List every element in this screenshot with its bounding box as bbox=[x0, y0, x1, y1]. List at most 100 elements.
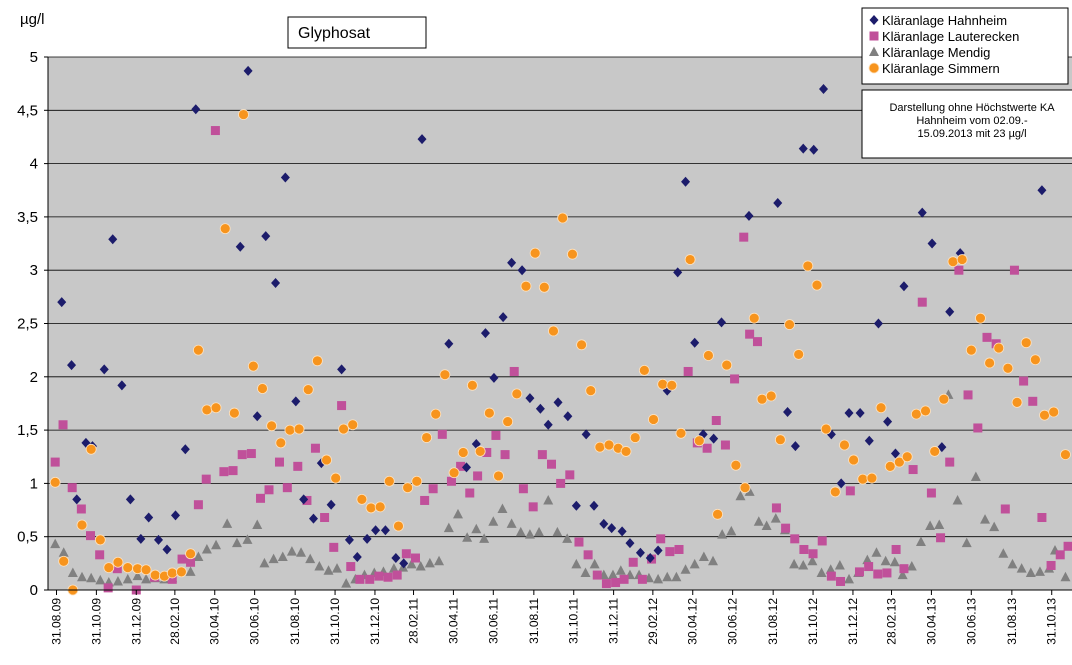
point bbox=[908, 465, 918, 475]
point bbox=[956, 254, 968, 265]
point bbox=[50, 457, 60, 467]
point bbox=[201, 474, 211, 484]
point bbox=[1037, 513, 1047, 523]
point bbox=[175, 566, 187, 578]
chart-title: Glyphosat bbox=[298, 25, 371, 42]
point bbox=[890, 448, 900, 459]
point bbox=[191, 104, 201, 115]
point bbox=[702, 443, 712, 453]
point bbox=[462, 532, 473, 542]
point bbox=[975, 312, 986, 324]
point bbox=[371, 525, 381, 536]
legend-marker bbox=[869, 46, 879, 56]
point bbox=[873, 569, 883, 579]
point bbox=[277, 551, 288, 561]
point bbox=[362, 533, 372, 544]
point bbox=[465, 488, 475, 498]
point bbox=[1028, 396, 1038, 406]
point bbox=[483, 407, 495, 419]
point bbox=[430, 408, 442, 420]
point bbox=[615, 565, 626, 575]
point bbox=[237, 450, 247, 460]
point bbox=[57, 297, 67, 308]
point bbox=[680, 564, 691, 574]
point bbox=[656, 534, 666, 544]
point bbox=[790, 534, 800, 544]
point bbox=[955, 248, 965, 259]
point bbox=[211, 539, 222, 550]
x-tick-label: 29.02.12 bbox=[646, 598, 660, 645]
point bbox=[571, 558, 582, 569]
point bbox=[506, 518, 517, 528]
point bbox=[341, 578, 352, 588]
point bbox=[816, 567, 827, 577]
point bbox=[296, 547, 307, 557]
point bbox=[883, 416, 893, 427]
point bbox=[825, 564, 836, 574]
point bbox=[330, 472, 342, 484]
point bbox=[117, 380, 127, 391]
point bbox=[524, 529, 535, 539]
legend-label: Kläranlage Hahnheim bbox=[882, 13, 1007, 28]
point bbox=[185, 566, 196, 576]
point bbox=[149, 569, 161, 581]
point bbox=[388, 563, 399, 573]
x-tick-label: 31.10.09 bbox=[89, 598, 103, 645]
x-tick-label: 31.08.11 bbox=[527, 598, 541, 644]
point bbox=[231, 537, 242, 548]
point bbox=[873, 318, 883, 329]
y-tick-label: 2 bbox=[30, 369, 38, 386]
legend-label: Kläranlage Mendig bbox=[882, 45, 990, 60]
point bbox=[703, 350, 714, 361]
point bbox=[95, 550, 105, 560]
point bbox=[320, 513, 330, 523]
annotation-text: 15.09.2013 mit 23 µg/l bbox=[917, 128, 1026, 140]
point bbox=[993, 342, 1005, 354]
point bbox=[410, 553, 420, 563]
point bbox=[557, 212, 569, 224]
point bbox=[1011, 396, 1023, 408]
point bbox=[952, 494, 963, 505]
point bbox=[717, 317, 727, 328]
point bbox=[1009, 265, 1019, 275]
point bbox=[1000, 504, 1010, 514]
point bbox=[607, 523, 617, 534]
point bbox=[893, 456, 905, 468]
point bbox=[461, 462, 471, 473]
x-tick-label: 28.02.10 bbox=[168, 598, 182, 645]
point bbox=[811, 279, 823, 291]
point bbox=[346, 562, 356, 572]
annotation: Darstellung ohne Höchstwerte KAHahnheim … bbox=[861, 89, 1072, 159]
point bbox=[488, 516, 499, 526]
point bbox=[507, 257, 517, 268]
point bbox=[720, 440, 730, 450]
point bbox=[693, 435, 705, 447]
x-tick-label: 31.12.12 bbox=[846, 598, 860, 645]
point bbox=[125, 494, 135, 505]
point bbox=[235, 241, 245, 252]
point bbox=[753, 516, 764, 526]
point bbox=[899, 564, 909, 574]
point bbox=[698, 551, 709, 561]
x-tick-label: 30.04.11 bbox=[446, 598, 460, 644]
point bbox=[599, 518, 609, 529]
point bbox=[228, 466, 238, 476]
point bbox=[67, 483, 77, 493]
point bbox=[393, 520, 404, 532]
point bbox=[712, 508, 723, 520]
point bbox=[553, 397, 563, 408]
point bbox=[829, 486, 841, 498]
point bbox=[684, 254, 696, 265]
point bbox=[552, 526, 563, 537]
point bbox=[844, 573, 855, 584]
point bbox=[535, 403, 545, 414]
y-tick-label: 1 bbox=[30, 475, 38, 492]
point bbox=[748, 312, 760, 324]
point bbox=[864, 435, 874, 446]
point bbox=[857, 473, 869, 485]
point bbox=[927, 238, 937, 249]
point bbox=[744, 210, 754, 221]
point bbox=[548, 325, 559, 337]
x-tick-label: 31.12.11 bbox=[607, 598, 621, 644]
point bbox=[162, 544, 172, 555]
